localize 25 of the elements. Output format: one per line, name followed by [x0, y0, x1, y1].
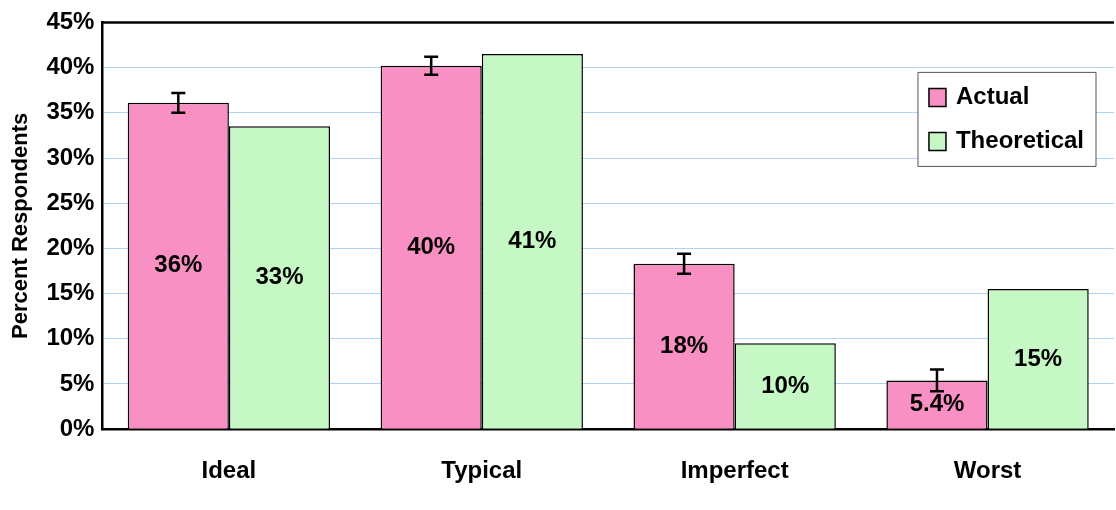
x-tick-label: Typical [441, 456, 523, 484]
y-axis-title: Percent Respondents [7, 112, 33, 339]
y-tick-label: 25% [46, 187, 95, 215]
y-tick-label: 30% [46, 142, 95, 170]
data-label: 36% [154, 250, 203, 278]
data-label: 33% [255, 262, 304, 290]
x-tick-label: Ideal [201, 456, 257, 484]
y-tick-label: 20% [46, 233, 95, 261]
data-label: 40% [407, 231, 456, 259]
data-label: 18% [660, 330, 709, 358]
data-label: 15% [1014, 343, 1063, 371]
legend-label: Actual [955, 82, 1030, 110]
y-tick-label: 15% [46, 278, 95, 306]
data-label: 5.4% [909, 389, 965, 417]
data-label: 10% [761, 370, 810, 398]
legend-label: Theoretical [955, 126, 1085, 154]
y-tick-label: 45% [46, 7, 95, 35]
x-tick-label: Imperfect [680, 456, 789, 484]
y-tick-label: 35% [46, 97, 95, 125]
data-label: 41% [508, 225, 557, 253]
y-tick-label: 0% [59, 413, 95, 441]
x-tick-label: Worst [953, 456, 1022, 484]
y-tick-label: 10% [46, 323, 95, 351]
y-tick-label: 40% [46, 52, 95, 80]
y-tick-label: 5% [59, 368, 95, 396]
